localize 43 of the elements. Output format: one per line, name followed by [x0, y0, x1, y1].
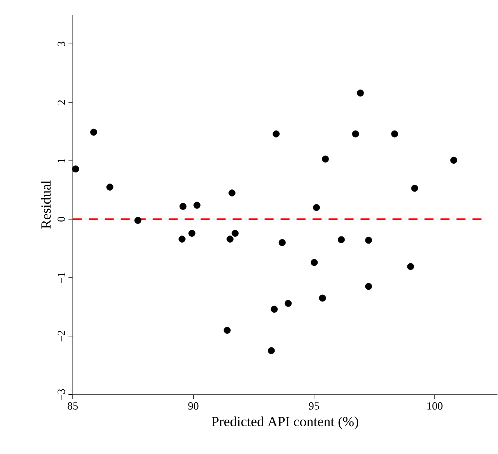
point: [278, 239, 286, 246]
x-tick-label: 85: [68, 402, 78, 410]
point: [224, 327, 231, 334]
x-tick-label: 100: [428, 402, 443, 410]
point: [268, 348, 276, 355]
x-axis-title: Predicted API content (%): [212, 416, 358, 430]
y-tick-label: 3: [58, 42, 66, 47]
point: [319, 294, 326, 302]
point: [188, 230, 196, 238]
y-axis-title: Residual: [41, 180, 51, 229]
point: [450, 157, 458, 164]
point: [407, 263, 414, 270]
x-tick-label: 90: [188, 402, 199, 410]
point: [357, 90, 364, 97]
point: [411, 185, 418, 192]
point: [338, 236, 346, 244]
point: [72, 166, 80, 173]
point: [313, 204, 320, 212]
y-tick-label: 1: [58, 159, 66, 163]
point: [311, 259, 318, 266]
point: [270, 306, 278, 314]
point: [232, 230, 239, 238]
y-tick-label: −2: [58, 331, 66, 342]
point: [178, 236, 186, 243]
x-tick-label: 95: [309, 402, 320, 410]
y-tick-label: 0: [58, 217, 66, 222]
point: [365, 283, 372, 290]
point: [228, 190, 236, 197]
point: [284, 300, 292, 308]
point: [90, 129, 98, 136]
point: [226, 236, 234, 243]
y-tick-label: −1: [58, 272, 66, 284]
point: [352, 130, 360, 138]
point: [106, 184, 114, 191]
point: [134, 217, 142, 224]
point: [391, 130, 398, 138]
point: [272, 130, 280, 138]
y-tick-label: −3: [58, 390, 66, 400]
point: [194, 202, 201, 210]
y-tick-label: 2: [58, 100, 66, 106]
point: [322, 156, 330, 163]
point: [180, 203, 187, 210]
point: [365, 237, 372, 244]
